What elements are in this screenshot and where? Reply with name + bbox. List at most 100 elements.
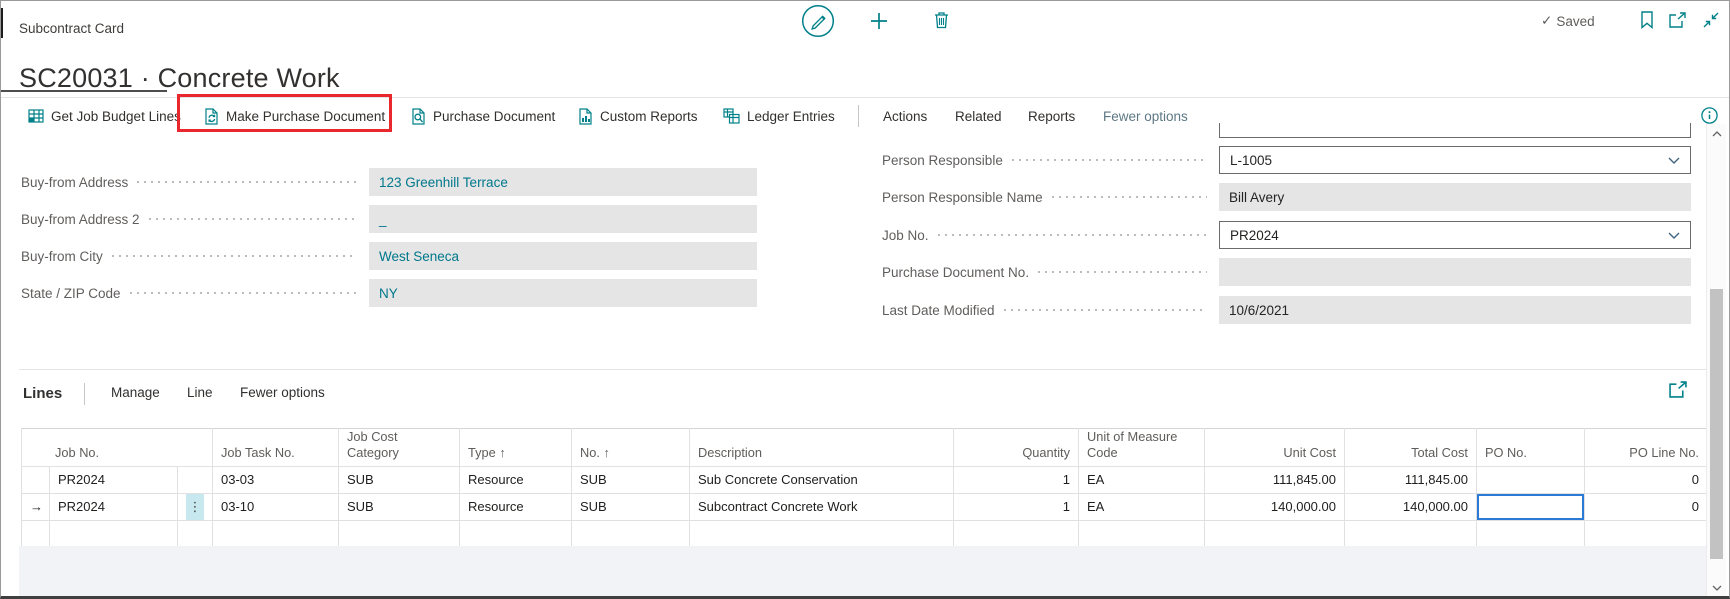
cell-job-no[interactable]: PR2024 — [49, 492, 178, 521]
row-options-cell[interactable] — [177, 465, 213, 494]
table-row-current[interactable]: → PR2024 ⋮ 03-10 SUB Resource SUB Subcon… — [21, 492, 1708, 521]
cell-description[interactable] — [689, 519, 954, 548]
row-selector-cell[interactable] — [21, 465, 50, 494]
cell-total-cost[interactable]: 111,845.00 — [1344, 465, 1477, 494]
cell-po-no[interactable] — [1476, 465, 1585, 494]
open-lines-in-new-window-button[interactable] — [1669, 381, 1687, 398]
page-title: SC20031 · Concrete Work — [19, 63, 340, 94]
column-header-type[interactable]: Type ↑ — [459, 428, 572, 467]
cell-unit-of-measure-code[interactable]: EA — [1078, 492, 1205, 521]
lines-fewer-options-button[interactable]: Fewer options — [240, 385, 325, 400]
row-options-cell[interactable]: ⋮ — [177, 492, 213, 521]
fewer-options-button[interactable]: Fewer options — [1103, 101, 1188, 131]
actions-menu[interactable]: Actions — [883, 101, 927, 131]
open-in-new-window-button[interactable] — [1669, 12, 1686, 28]
cell-description[interactable]: Sub Concrete Conservation — [689, 465, 954, 494]
related-menu[interactable]: Related — [955, 101, 1002, 131]
row-options-cell[interactable] — [177, 519, 213, 548]
cell-type[interactable]: Resource — [459, 465, 572, 494]
field-row: Job No. PR2024 — [882, 221, 1691, 249]
state-zip-code-field[interactable]: NY — [369, 279, 757, 307]
column-header-total-cost[interactable]: Total Cost — [1344, 428, 1477, 467]
cell-unit-of-measure-code[interactable] — [1078, 519, 1205, 548]
cell-job-task-no[interactable]: 03-10 — [212, 492, 339, 521]
new-button[interactable] — [870, 12, 888, 30]
cell-po-line-no[interactable]: 0 — [1584, 492, 1708, 521]
cell-unit-cost[interactable] — [1204, 519, 1345, 548]
column-header-job-task-no[interactable]: Job Task No. — [212, 428, 339, 467]
cell-quantity[interactable]: 1 — [953, 465, 1079, 494]
ledger-entries-button[interactable]: Ledger Entries — [723, 101, 835, 131]
edit-button[interactable] — [801, 4, 835, 38]
buy-from-address-field[interactable]: 123 Greenhill Terrace — [369, 168, 757, 196]
cell-quantity[interactable] — [953, 519, 1079, 548]
cell-quantity[interactable]: 1 — [953, 492, 1079, 521]
column-header-unit-cost[interactable]: Unit Cost — [1204, 428, 1345, 467]
collapse-button[interactable] — [1703, 12, 1719, 28]
job-no-field[interactable]: PR2024 — [1219, 221, 1691, 249]
reports-menu[interactable]: Reports — [1028, 101, 1075, 131]
chevron-down-icon[interactable] — [1668, 157, 1680, 164]
buy-from-address-2-field[interactable]: _ — [369, 205, 757, 233]
current-row-marker[interactable]: → — [21, 492, 50, 521]
scroll-up-button[interactable] — [1707, 126, 1727, 142]
cell-type[interactable]: Resource — [459, 492, 572, 521]
field-label: Buy-from Address — [21, 174, 129, 190]
bookmark-button[interactable] — [1640, 11, 1654, 29]
scroll-down-button[interactable] — [1707, 580, 1727, 596]
make-purchase-document-button[interactable]: Make Purchase Document — [204, 101, 385, 131]
column-header-job-cost-category[interactable]: Job Cost Category — [338, 428, 460, 467]
column-header-no[interactable]: No. ↑ — [571, 428, 690, 467]
lines-section-title[interactable]: Lines — [23, 385, 63, 402]
row-options-icon[interactable]: ⋮ — [186, 494, 204, 520]
cell-no[interactable]: SUB — [571, 492, 690, 521]
cell-total-cost[interactable]: 140,000.00 — [1344, 492, 1477, 521]
column-header-po-no[interactable]: PO No. — [1476, 428, 1585, 467]
cell-job-cost-category[interactable]: SUB — [338, 492, 460, 521]
vertical-scrollbar[interactable] — [1706, 124, 1727, 596]
breadcrumb[interactable]: Subcontract Card — [19, 21, 125, 36]
cell-job-task-no[interactable]: 03-03 — [212, 465, 339, 494]
cell-job-cost-category[interactable] — [338, 519, 460, 548]
info-icon — [1701, 107, 1718, 124]
cell-job-no[interactable] — [49, 519, 178, 548]
cell-job-cost-category[interactable]: SUB — [338, 465, 460, 494]
scrollbar-thumb[interactable] — [1710, 289, 1723, 559]
column-header-po-line-no[interactable]: PO Line No. — [1584, 428, 1708, 467]
cell-po-line-no[interactable]: 0 — [1584, 465, 1708, 494]
cell-no[interactable]: SUB — [571, 465, 690, 494]
cell-unit-of-measure-code[interactable]: EA — [1078, 465, 1205, 494]
buy-from-city-field[interactable]: West Seneca — [369, 242, 757, 270]
sort-asc-icon: ↑ — [499, 444, 506, 460]
purchase-document-button[interactable]: Purchase Document — [411, 101, 555, 131]
get-job-budget-lines-button[interactable]: Get Job Budget Lines — [28, 101, 181, 131]
cell-description[interactable]: Subcontract Concrete Work — [689, 492, 954, 521]
info-button[interactable] — [1701, 107, 1718, 124]
column-header-quantity[interactable]: Quantity — [953, 428, 1079, 467]
cell-po-line-no[interactable] — [1584, 519, 1708, 548]
table-row-empty[interactable] — [21, 519, 1708, 548]
chevron-down-icon[interactable] — [1668, 232, 1680, 239]
manage-menu[interactable]: Manage — [111, 385, 160, 400]
table-row[interactable]: PR2024 03-03 SUB Resource SUB Sub Concre… — [21, 465, 1708, 494]
cell-job-task-no[interactable] — [212, 519, 339, 548]
column-header-unit-of-measure-code[interactable]: Unit of Measure Code — [1078, 428, 1205, 467]
line-menu[interactable]: Line — [187, 385, 213, 400]
cell-unit-cost[interactable]: 111,845.00 — [1204, 465, 1345, 494]
report-chart-icon — [578, 107, 593, 125]
cell-no[interactable] — [571, 519, 690, 548]
custom-reports-button[interactable]: Custom Reports — [578, 101, 698, 131]
person-responsible-field[interactable]: L-1005 — [1219, 146, 1691, 174]
cell-po-no[interactable] — [1476, 519, 1585, 548]
cell-job-no[interactable]: PR2024 — [49, 465, 178, 494]
cell-unit-cost[interactable]: 140,000.00 — [1204, 492, 1345, 521]
column-header-description[interactable]: Description — [689, 428, 954, 467]
column-header-job-no[interactable]: Job No. — [21, 428, 213, 467]
cell-po-no-focused[interactable] — [1476, 492, 1585, 521]
purchase-document-no-field — [1219, 258, 1691, 286]
trash-icon — [934, 11, 949, 29]
delete-button[interactable] — [934, 11, 949, 29]
cell-total-cost[interactable] — [1344, 519, 1477, 548]
cell-type[interactable] — [459, 519, 572, 548]
row-selector-cell[interactable] — [21, 519, 50, 548]
